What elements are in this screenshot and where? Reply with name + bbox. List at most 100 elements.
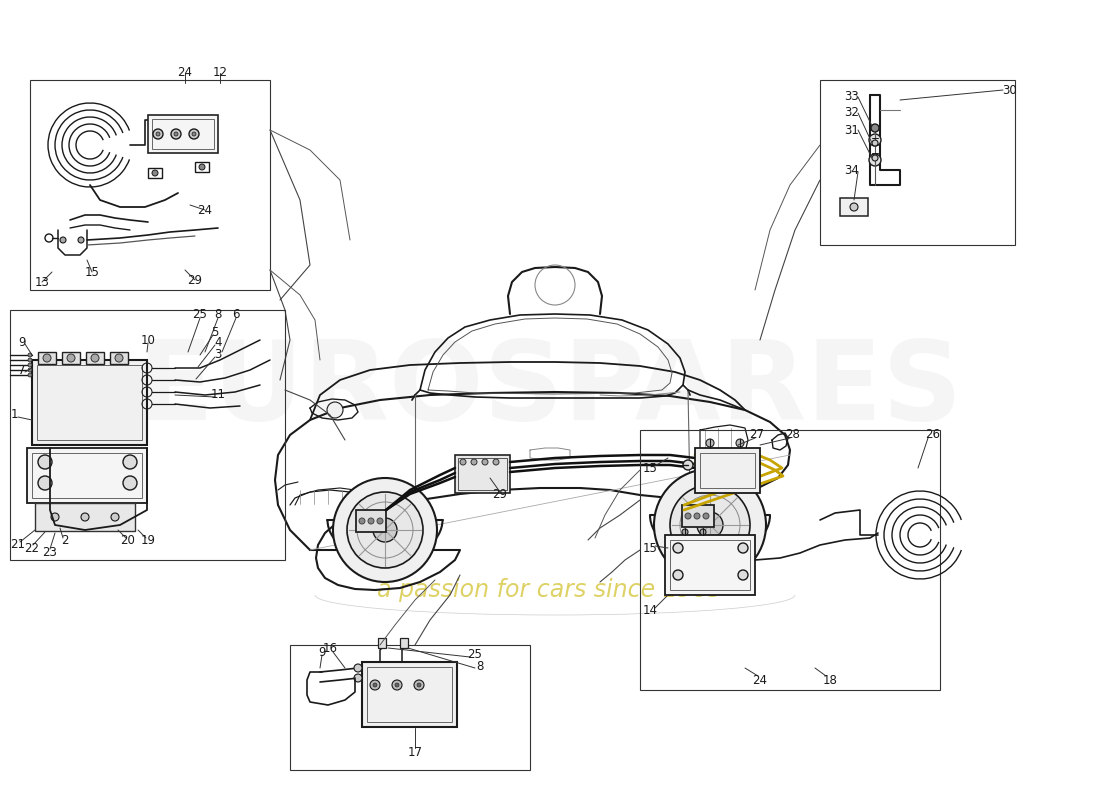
- Circle shape: [28, 358, 32, 362]
- Circle shape: [81, 513, 89, 521]
- Circle shape: [91, 354, 99, 362]
- Bar: [32, 360, 147, 445]
- Bar: [682, 505, 714, 527]
- Circle shape: [869, 154, 881, 166]
- Bar: [28, 448, 147, 503]
- Bar: [670, 540, 750, 590]
- Bar: [666, 535, 755, 595]
- Circle shape: [736, 439, 744, 447]
- Circle shape: [417, 683, 421, 687]
- Bar: [37, 365, 142, 440]
- Text: 28: 28: [785, 429, 801, 442]
- Text: 30: 30: [1002, 83, 1018, 97]
- Circle shape: [683, 460, 693, 470]
- Circle shape: [869, 134, 881, 146]
- Circle shape: [703, 513, 710, 519]
- Text: a passion for cars since 1985: a passion for cars since 1985: [377, 578, 723, 602]
- Bar: [62, 352, 80, 364]
- Text: 34: 34: [845, 163, 859, 177]
- Text: 5: 5: [211, 326, 219, 338]
- Circle shape: [170, 129, 182, 139]
- Bar: [458, 458, 507, 490]
- Text: 13: 13: [34, 275, 50, 289]
- Circle shape: [370, 680, 379, 690]
- Bar: [148, 168, 162, 178]
- Text: 8: 8: [476, 661, 484, 674]
- Circle shape: [346, 492, 424, 568]
- Text: 19: 19: [141, 534, 155, 546]
- Text: 1: 1: [10, 409, 18, 422]
- Circle shape: [152, 170, 158, 176]
- Text: 23: 23: [43, 546, 57, 558]
- Circle shape: [673, 543, 683, 553]
- Circle shape: [199, 164, 205, 170]
- Text: 14: 14: [642, 603, 658, 617]
- Circle shape: [51, 513, 59, 521]
- Bar: [695, 448, 760, 493]
- Text: 6: 6: [232, 309, 240, 322]
- Bar: [86, 352, 104, 364]
- Text: 31: 31: [845, 123, 859, 137]
- Text: 8: 8: [214, 309, 222, 322]
- Circle shape: [694, 513, 700, 519]
- Text: 3: 3: [214, 349, 222, 362]
- Circle shape: [111, 513, 119, 521]
- Circle shape: [156, 132, 160, 136]
- Circle shape: [493, 459, 499, 465]
- Text: 24: 24: [752, 674, 768, 686]
- Text: 12: 12: [212, 66, 228, 79]
- Bar: [148, 115, 218, 153]
- Text: 22: 22: [24, 542, 40, 554]
- Text: EUROSPARES: EUROSPARES: [138, 337, 962, 443]
- Circle shape: [78, 237, 84, 243]
- Circle shape: [850, 203, 858, 211]
- Bar: [820, 80, 1015, 245]
- Bar: [290, 645, 530, 770]
- Circle shape: [67, 354, 75, 362]
- Text: 16: 16: [322, 642, 338, 655]
- Text: 9: 9: [19, 335, 25, 349]
- Text: 26: 26: [925, 429, 940, 442]
- Circle shape: [377, 518, 383, 524]
- Circle shape: [706, 439, 714, 447]
- Circle shape: [43, 354, 51, 362]
- Text: 9: 9: [318, 646, 326, 658]
- Circle shape: [39, 476, 52, 490]
- Circle shape: [189, 129, 199, 139]
- Circle shape: [670, 485, 750, 565]
- Bar: [840, 198, 868, 216]
- Bar: [356, 510, 386, 532]
- Circle shape: [123, 476, 138, 490]
- Circle shape: [28, 373, 32, 377]
- Bar: [10, 310, 285, 560]
- Text: 18: 18: [823, 674, 837, 686]
- Bar: [367, 667, 452, 722]
- Circle shape: [685, 513, 691, 519]
- Circle shape: [354, 674, 362, 682]
- Circle shape: [60, 237, 66, 243]
- Circle shape: [697, 512, 723, 538]
- Text: 32: 32: [845, 106, 859, 119]
- Text: 25: 25: [192, 309, 208, 322]
- Bar: [195, 162, 209, 172]
- Circle shape: [327, 402, 343, 418]
- Bar: [152, 119, 214, 149]
- Circle shape: [373, 683, 377, 687]
- Circle shape: [333, 478, 437, 582]
- Circle shape: [738, 543, 748, 553]
- Text: 15: 15: [642, 542, 658, 554]
- Text: 27: 27: [749, 429, 764, 442]
- Bar: [400, 638, 408, 648]
- Circle shape: [153, 129, 163, 139]
- Circle shape: [700, 529, 706, 535]
- Circle shape: [359, 518, 365, 524]
- Bar: [35, 503, 135, 531]
- Circle shape: [373, 518, 397, 542]
- Bar: [700, 453, 755, 488]
- Circle shape: [395, 683, 399, 687]
- Circle shape: [368, 518, 374, 524]
- Text: 29: 29: [493, 489, 507, 502]
- Circle shape: [116, 354, 123, 362]
- Bar: [378, 638, 386, 648]
- Circle shape: [872, 155, 878, 161]
